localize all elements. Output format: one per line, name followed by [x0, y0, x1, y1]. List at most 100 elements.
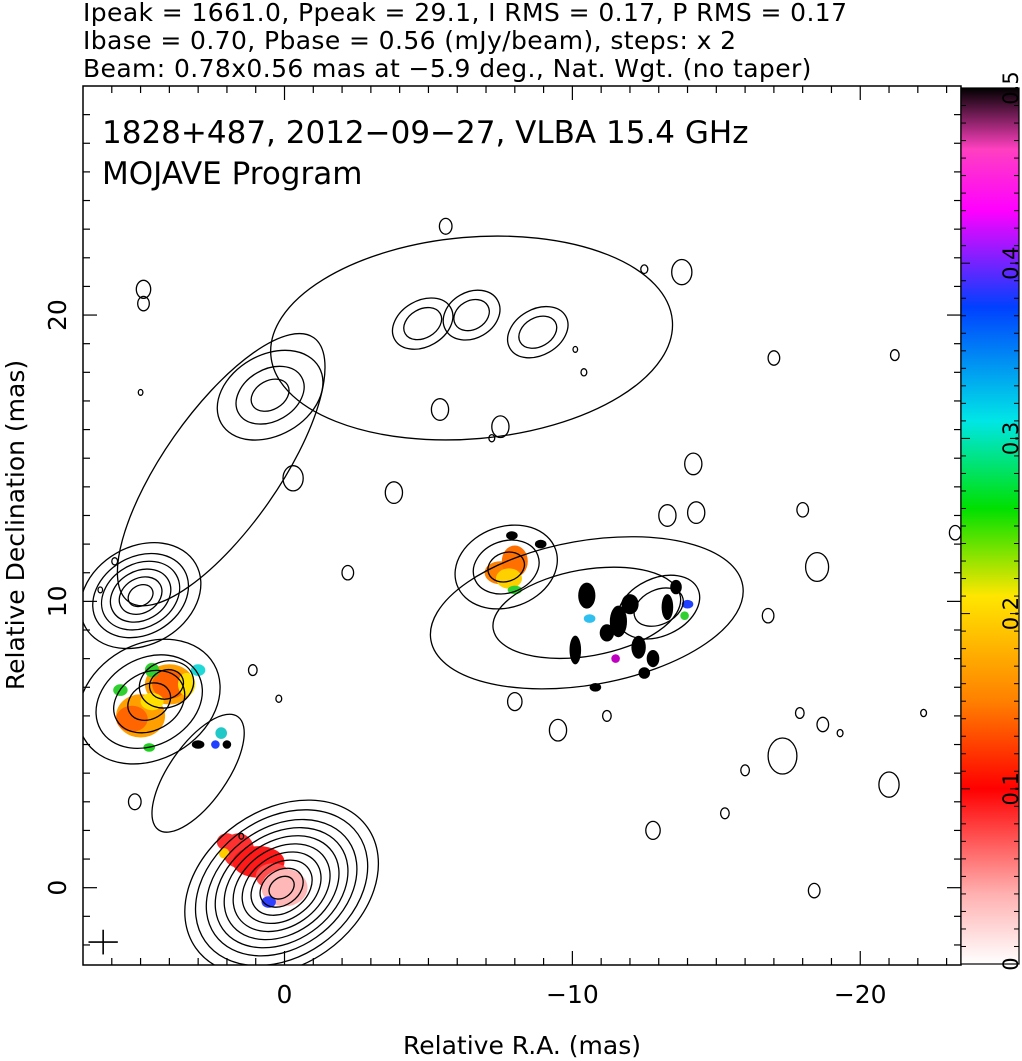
contour-knot-A-1 — [138, 660, 195, 709]
contour-knot-B-1 — [113, 669, 186, 734]
contour-east-top-0 — [250, 378, 290, 412]
contour-core-3 — [241, 851, 322, 925]
colorbar-ticks — [961, 87, 1019, 965]
pol-patch-17 — [211, 740, 220, 749]
contour-east-top-1 — [235, 365, 305, 425]
noise-contour-13 — [430, 398, 450, 421]
pol-patch-32 — [646, 650, 660, 668]
noise-contour-24 — [796, 501, 810, 518]
contour-core-7 — [205, 818, 358, 957]
colorbar-tick-labels: 0 0.1 0.2 0.3 0.4 0.5 — [999, 71, 1022, 970]
contour-core-2 — [250, 859, 313, 916]
noise-contour-29 — [601, 709, 612, 722]
noise-contour-32 — [719, 807, 730, 820]
contour-mid-clump-1 — [472, 539, 540, 595]
pol-patch-38 — [599, 624, 615, 642]
noise-contour-4 — [97, 586, 104, 594]
y-axis-label: Relative Declination (mas) — [1, 360, 30, 690]
noise-contour-8 — [127, 793, 142, 811]
pol-patch-31 — [631, 635, 646, 659]
noise-contour-6 — [247, 664, 258, 677]
pol-patch-35 — [681, 599, 694, 609]
noise-contour-23 — [488, 433, 496, 443]
x-axis-label: Relative R.A. (mas) — [403, 1031, 641, 1060]
axis-tick-labels: 0 −10 −20 0 10 20 — [43, 299, 887, 1009]
noise-contour-37 — [920, 708, 928, 718]
contour-core-5 — [223, 835, 340, 941]
colorbar-gradient — [961, 88, 1019, 964]
contour-west-jet-0 — [492, 566, 682, 660]
noise-contour-16 — [686, 501, 706, 525]
colorbar-label-3: 0.3 — [999, 422, 1022, 455]
contour-east-blob-3 — [100, 560, 181, 631]
contour-core-6 — [214, 826, 349, 949]
noise-contour-14 — [684, 452, 703, 476]
contour-core-8 — [194, 809, 369, 965]
noise-contour-25 — [804, 551, 830, 583]
noise-contour-33 — [645, 820, 661, 841]
pol-patch-33 — [661, 594, 674, 621]
contour-north-region-0 — [270, 235, 674, 441]
colorbar-label-4: 0.4 — [999, 246, 1022, 279]
contour-north-knot-2-0 — [453, 298, 490, 332]
contour-west-knot-1 — [617, 574, 701, 640]
pol-patch-14 — [190, 664, 206, 676]
noise-contour-26 — [761, 607, 775, 624]
contour-mid-clump-0 — [487, 551, 526, 583]
contour-north-knot-3-0 — [518, 315, 558, 349]
pol-patch-36 — [680, 611, 689, 620]
pol-patch-18 — [222, 740, 232, 749]
noise-contour-35 — [836, 728, 844, 738]
noise-contour-30 — [767, 737, 798, 775]
colorbar-label-0: 0 — [999, 957, 1022, 970]
noise-contour-40 — [948, 524, 961, 541]
plot-title: 1828+487, 2012−09−27, VLBA 15.4 GHz — [102, 115, 748, 151]
noise-contour-28 — [548, 718, 568, 742]
contour-east-blob-4 — [92, 552, 190, 639]
plot-subtitle: MOJAVE Program — [102, 156, 362, 192]
contour-east-blob-1 — [118, 576, 163, 615]
contour-core-9 — [184, 799, 380, 965]
pol-patch-20 — [191, 740, 205, 749]
x-tick-label-1: −10 — [546, 980, 599, 1009]
pol-patch-37 — [583, 614, 596, 623]
noise-contour-9 — [238, 832, 245, 840]
noise-contour-31 — [740, 764, 751, 777]
header-line-1: Ipeak = 1661.0, Ppeak = 29.1, I RMS = 0.… — [83, 0, 848, 27]
contour-mid-clump-2 — [454, 524, 558, 610]
noise-contour-36 — [794, 706, 805, 720]
pol-patch-41 — [611, 654, 620, 663]
x-tick-label-2: −20 — [834, 980, 887, 1009]
pol-patch-5 — [261, 869, 308, 907]
contour-north-knot-1-0 — [403, 306, 443, 341]
noise-contour-27 — [506, 691, 523, 712]
contour-knot-B-2 — [95, 654, 204, 750]
noise-contour-2 — [137, 388, 144, 396]
pol-patch-10 — [116, 705, 148, 732]
y-tick-label-0: 0 — [43, 880, 72, 896]
contour-west-jet-1 — [429, 536, 744, 690]
contour-west-knot-0 — [633, 587, 684, 627]
noise-contour-7 — [275, 694, 283, 703]
noise-contour-22 — [572, 345, 579, 353]
contour-north-knot-3-1 — [506, 305, 569, 359]
y-tick-label-1: 10 — [43, 585, 72, 617]
noise-contour-5 — [341, 564, 355, 581]
contour-east-blob-2 — [109, 568, 172, 623]
contour-east-blob-5 — [83, 541, 202, 650]
pol-patch-6 — [261, 896, 276, 908]
contour-knot-B-0 — [127, 682, 172, 721]
contour-layer — [83, 217, 961, 965]
contour-east-top-2 — [216, 349, 324, 441]
y-tick-label-2: 20 — [43, 299, 72, 331]
noise-contour-15 — [658, 504, 677, 527]
pol-patch-30 — [569, 635, 582, 665]
contour-north-knot-2-1 — [442, 289, 501, 341]
noise-contour-17 — [640, 264, 649, 275]
header-line-3: Beam: 0.78x0.56 mas at −5.9 deg., Nat. W… — [83, 54, 812, 83]
contour-north-knot-1-1 — [391, 297, 454, 350]
noise-contour-12 — [491, 415, 510, 439]
noise-contour-3 — [111, 557, 119, 566]
beam-marker — [88, 929, 118, 955]
